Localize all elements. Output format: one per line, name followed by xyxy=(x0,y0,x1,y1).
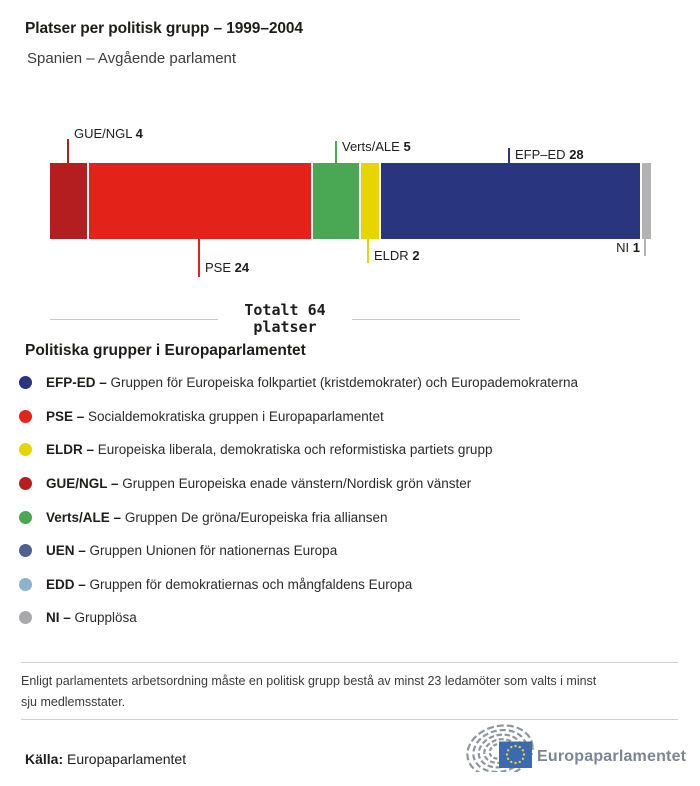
total-divider-right xyxy=(351,318,520,320)
source-line: Källa: Europaparlamentet xyxy=(25,751,186,767)
total-seats-label: Totalt 64 platser xyxy=(244,301,326,336)
callout-line-pse xyxy=(198,239,200,277)
legend-item-edd: EDD – Gruppen för demokratiernas och mån… xyxy=(19,568,679,602)
bar-segment-gue-ngl xyxy=(50,163,87,239)
bar-segment-verts-ale xyxy=(312,163,359,239)
page-subtitle: Spanien – Avgående parlament xyxy=(27,50,237,67)
group-color-dot xyxy=(19,611,32,625)
group-color-dot xyxy=(19,477,32,491)
legend-item-ni: NI – Grupplösa xyxy=(19,601,679,635)
bar-label-pse: PSE 24 xyxy=(205,260,250,275)
legend-item-efp-ed: EFP-ED – Gruppen för Europeiska folkpart… xyxy=(19,366,679,400)
eu-flag-stars xyxy=(505,744,526,765)
group-color-dot xyxy=(19,376,32,390)
seats-stacked-bar xyxy=(50,163,651,239)
bar-segment-pse xyxy=(88,163,311,239)
source-value: Europaparlamentet xyxy=(67,751,187,767)
bar-segment-ni xyxy=(641,163,651,239)
bar-label-eldr: ELDR 2 xyxy=(374,248,420,263)
legend-item-verts-ale: Verts/ALE – Gruppen De gröna/Europeiska … xyxy=(19,500,679,534)
legend-heading: Politiska grupper i Europaparlamentet xyxy=(25,342,306,359)
callout-line-gue-ngl xyxy=(67,139,69,164)
callout-line-verts-ale xyxy=(335,141,337,164)
group-color-dot xyxy=(19,443,32,457)
europaparlamentet-hemicycle-logo-icon xyxy=(466,724,534,772)
group-color-dot xyxy=(19,577,32,591)
callout-line-eldr xyxy=(367,239,369,263)
group-color-dot xyxy=(19,510,32,524)
total-seats: Totalt 64 platser xyxy=(50,302,520,336)
footnote: Enligt parlamentets arbetsordning måste … xyxy=(21,674,597,709)
legend-item-pse: PSE – Socialdemokratiska gruppen i Europ… xyxy=(19,400,679,434)
group-color-dot xyxy=(19,544,32,558)
footer-divider-top xyxy=(21,662,678,663)
bar-label-verts-ale: Verts/ALE 5 xyxy=(342,139,411,154)
logo-wordmark: Europaparlamentet xyxy=(537,748,687,765)
bar-segment-efp-ed xyxy=(381,163,640,239)
footer-divider-bottom xyxy=(21,719,678,720)
total-divider-left xyxy=(50,318,219,320)
source-label: Källa: xyxy=(25,751,64,767)
legend-item-gue-ngl: GUE/NGL – Gruppen Europeiska enade vänst… xyxy=(19,467,679,501)
legend-item-eldr: ELDR – Europeiska liberala, demokratiska… xyxy=(19,433,679,467)
bar-segment-eldr xyxy=(360,163,380,239)
page-title: Platser per politisk grupp – 1999–2004 xyxy=(25,20,303,37)
bar-label-ni: NI 1 xyxy=(616,240,640,255)
group-color-dot xyxy=(19,409,32,423)
legend-list: EFP-ED – Gruppen för Europeiska folkpart… xyxy=(19,366,679,635)
bar-label-gue-ngl: GUE/NGL 4 xyxy=(74,126,143,141)
bar-label-efp-ed: EFP–ED 28 xyxy=(515,147,584,162)
callout-line-ni xyxy=(644,239,646,256)
legend-item-uen: UEN – Gruppen Unionen för nationernas Eu… xyxy=(19,534,679,568)
callout-line-efp-ed xyxy=(508,148,510,164)
